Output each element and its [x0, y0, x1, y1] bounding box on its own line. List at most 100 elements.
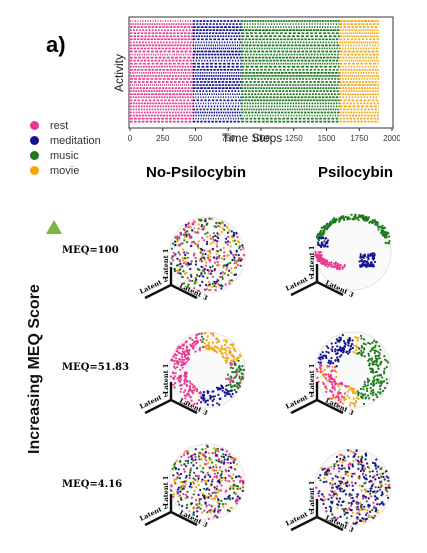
latent-point: [195, 334, 198, 337]
latent-point: [190, 455, 193, 458]
latent-point: [331, 490, 334, 493]
latent-point: [229, 506, 233, 510]
latent-point: [221, 470, 224, 473]
latent-point: [360, 337, 363, 340]
latent-point: [206, 403, 209, 406]
latent-point: [209, 259, 212, 262]
latent-point: [225, 341, 228, 344]
latent-point: [334, 492, 337, 495]
latent-point: [179, 378, 182, 381]
latent-point: [174, 357, 178, 360]
latent-point: [198, 502, 201, 505]
latent-point: [236, 240, 239, 243]
latent-point: [383, 230, 386, 234]
latent-point: [231, 477, 234, 480]
latent-point: [233, 377, 236, 380]
latent-point: [186, 230, 189, 233]
latent-point: [190, 496, 193, 499]
latent-point: [351, 347, 354, 350]
latent-point: [344, 493, 347, 496]
latent-point: [184, 225, 188, 229]
latent-point: [185, 503, 189, 507]
latent-point: [183, 470, 186, 473]
latent-point: [362, 256, 365, 259]
latent-point: [191, 222, 194, 225]
latent-point: [172, 251, 175, 254]
latent-point: [224, 349, 227, 352]
latent-point: [322, 225, 325, 229]
latent-point: [192, 477, 195, 480]
latent-point: [340, 464, 344, 467]
latent-point: [332, 395, 335, 398]
latent-point: [384, 488, 387, 491]
latent-point: [226, 373, 230, 376]
latent-point: [189, 267, 192, 271]
latent-point: [317, 494, 320, 498]
latent-point: [229, 389, 233, 392]
latent-point: [326, 245, 329, 248]
latent-point: [218, 403, 221, 406]
latent-point: [238, 245, 241, 248]
latent-point: [184, 397, 187, 400]
latent-point: [188, 385, 191, 388]
latent-point: [226, 346, 229, 349]
latent-point: [187, 358, 190, 361]
latent-point: [362, 261, 365, 264]
latent-point: [376, 511, 379, 514]
panel-label: a): [46, 32, 66, 57]
latent-point: [229, 466, 233, 469]
latent-point: [235, 390, 238, 394]
latent-point: [317, 476, 320, 479]
latent-point: [227, 274, 230, 277]
raster-tick-label: 1750: [350, 134, 368, 143]
latent-point: [195, 461, 198, 464]
latent-point: [338, 336, 341, 339]
latent-point: [351, 465, 354, 468]
latent-point: [338, 388, 341, 391]
latent-point: [180, 383, 183, 387]
latent-point: [354, 458, 357, 461]
latent-point: [210, 346, 213, 350]
latent-point: [327, 467, 330, 470]
latent-point: [381, 389, 385, 393]
latent-point: [195, 281, 198, 284]
latent-point: [191, 454, 195, 457]
latent-point: [362, 214, 365, 217]
latent-point: [364, 481, 367, 484]
latent-point: [194, 340, 197, 343]
latent-point: [337, 358, 340, 361]
latent-point: [231, 370, 234, 374]
latent-point: [173, 359, 176, 363]
latent-point: [386, 494, 389, 497]
latent-point: [225, 225, 228, 228]
latent-point: [227, 455, 230, 458]
latent-point: [371, 219, 374, 222]
latent-point: [373, 462, 376, 465]
latent-point: [326, 222, 329, 225]
latent-point: [383, 478, 386, 481]
latent-point: [184, 497, 187, 500]
latent-point: [332, 393, 335, 396]
latent-point: [345, 351, 348, 354]
latent-point: [236, 485, 240, 488]
latent-point: [338, 470, 341, 473]
latent-point: [388, 239, 391, 243]
latent-point: [345, 521, 348, 524]
latent-point: [225, 361, 228, 364]
latent-point: [170, 485, 173, 488]
latent-point: [352, 472, 355, 475]
raster-segment-meditation: [192, 20, 242, 123]
latent-point: [169, 489, 173, 492]
latent-point: [360, 508, 363, 512]
latent-point: [328, 397, 331, 400]
latent-point: [366, 260, 369, 263]
latent-point: [241, 483, 245, 486]
latent-point: [339, 216, 342, 219]
latent-point: [329, 472, 332, 475]
latent-point: [347, 385, 350, 388]
latent-point: [211, 265, 214, 268]
latent-point: [327, 361, 330, 364]
latent-point: [182, 361, 185, 364]
latent-point: [216, 232, 219, 235]
